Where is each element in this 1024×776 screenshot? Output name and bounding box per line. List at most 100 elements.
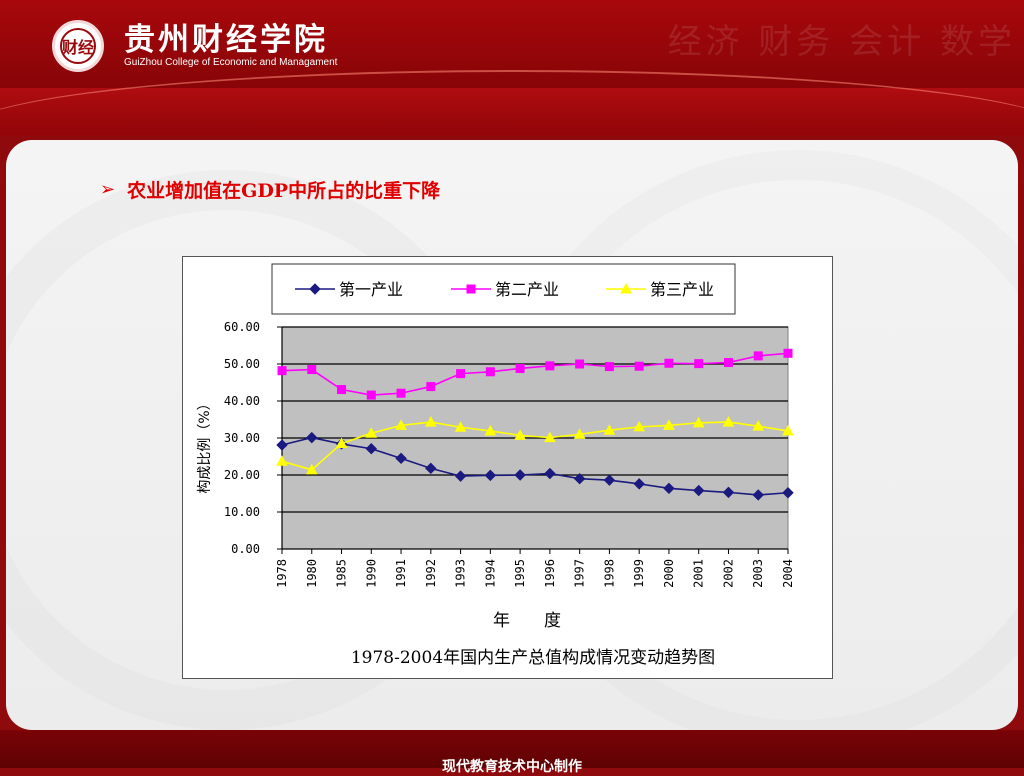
x-tick-label: 1980: [305, 559, 319, 588]
x-tick-label: 1991: [394, 559, 408, 588]
data-point: [454, 470, 467, 482]
legend-marker: [620, 282, 632, 294]
data-point: [573, 472, 586, 485]
data-point: [277, 366, 287, 376]
data-point: [306, 431, 318, 444]
data-point: [484, 469, 497, 482]
data-point: [395, 452, 407, 465]
data-point: [424, 416, 437, 427]
x-tick-label: 1995: [513, 559, 527, 588]
data-point: [783, 348, 793, 358]
data-point: [633, 420, 646, 432]
legend-label: 第一产业: [339, 280, 403, 299]
data-point: [663, 419, 675, 430]
data-point: [723, 358, 733, 368]
data-point: [276, 439, 288, 451]
data-point: [663, 482, 675, 495]
chart-title: 1978-2004年国内生产总值构成情况变动趋势图: [351, 648, 715, 668]
bullet-point: ➢ 农业增加值在GDP中所占的比重下降: [100, 176, 440, 203]
footer-text: 现代教育技术中心制作: [442, 759, 582, 775]
data-point: [514, 469, 526, 481]
series-group: [276, 348, 794, 501]
y-tick-label: 10.00: [224, 505, 260, 519]
college-name-chinese: 贵州财经学院: [124, 22, 328, 58]
series-line-2: [281, 352, 789, 396]
y-tick-label: 40.00: [224, 394, 260, 408]
data-point: [782, 424, 794, 436]
college-logo-emblem: 财经: [60, 28, 96, 64]
x-tick-label: 1999: [632, 559, 646, 588]
legend-marker: [466, 284, 476, 294]
data-point: [456, 369, 466, 379]
x-tick-label: 1994: [483, 559, 497, 588]
x-tick-label: 2002: [721, 559, 735, 588]
data-point: [454, 421, 467, 432]
data-point: [575, 359, 585, 369]
y-axis-ticks: 0.00 10.00 20.00 30.00 40.00 50.00 60.00: [224, 320, 282, 556]
data-point: [365, 443, 378, 455]
college-name-english: GuiZhou College of Economic and Managame…: [124, 57, 338, 68]
data-point: [514, 429, 526, 440]
data-point: [544, 431, 556, 443]
data-point: [722, 416, 735, 427]
data-point: [603, 424, 616, 435]
y-axis-label: 构成比例（%）: [197, 396, 213, 493]
y-tick-label: 60.00: [224, 320, 260, 334]
data-point: [545, 361, 555, 371]
legend-box: [271, 263, 736, 315]
data-point: [484, 424, 497, 436]
x-tick-label: 1985: [335, 559, 349, 588]
data-point: [337, 385, 347, 395]
data-point: [515, 363, 525, 373]
data-point: [664, 358, 674, 368]
header-bar: 经济 财务 会计 数学 财经 贵州财经学院 GuiZhou College of…: [0, 0, 1024, 136]
data-point: [425, 462, 437, 475]
data-point: [396, 388, 406, 398]
y-tick-label: 0.00: [231, 542, 260, 556]
data-point: [276, 455, 288, 466]
data-point: [307, 365, 317, 375]
x-axis-label: 年 度: [493, 611, 561, 631]
data-point: [544, 467, 556, 480]
x-tick-label: 1990: [364, 559, 378, 588]
x-tick-label: 1978: [275, 559, 289, 588]
data-point: [573, 428, 586, 439]
data-point: [603, 474, 616, 486]
x-tick-label: 1998: [602, 559, 616, 588]
data-point: [782, 487, 794, 499]
x-axis-ticks: 1978 1980 1985 1990 1991 1992 1993 1994 1995 1996…: [275, 549, 795, 588]
x-tick-label: 2001: [692, 559, 706, 588]
data-point: [752, 489, 764, 501]
y-tick-label: 20.00: [224, 468, 260, 482]
data-point: [395, 419, 407, 430]
y-tick-label: 30.00: [224, 431, 260, 445]
footer-bar: 现代教育技术中心制作: [0, 730, 1024, 775]
x-tick-label: 1997: [573, 559, 587, 588]
legend-marker: [309, 283, 321, 295]
data-point: [335, 437, 348, 449]
data-point: [366, 390, 376, 400]
y-tick-label: 50.00: [224, 357, 260, 371]
header-curve-decoration: [0, 70, 1024, 132]
x-tick-label: 2003: [751, 559, 765, 588]
data-point: [305, 463, 318, 475]
college-logo: 财经: [52, 20, 104, 72]
legend: 第一产业 第二产业 第三产业: [295, 280, 714, 299]
data-point: [426, 382, 436, 392]
bullet-text: 农业增加值在GDP中所占的比重下降: [127, 180, 441, 202]
bullet-arrow-icon: ➢: [100, 179, 116, 200]
data-point: [752, 420, 765, 431]
data-point: [692, 416, 705, 428]
data-point: [365, 427, 378, 438]
legend-label: 第二产业: [495, 280, 559, 299]
data-point: [694, 359, 704, 369]
series-line-3: [281, 421, 789, 471]
x-tick-label: 2004: [781, 559, 795, 588]
line-chart: 第一产业 第二产业 第三产业 0.00 10.00 20.00 30.00 40.00 50.…: [197, 263, 795, 668]
data-point: [753, 351, 763, 361]
x-tick-label: 1992: [424, 559, 438, 588]
data-point: [633, 478, 645, 490]
header-watermark-text: 经济 财务 会计 数学: [667, 22, 1016, 62]
x-tick-label: 2000: [662, 559, 676, 588]
data-point: [634, 361, 644, 371]
